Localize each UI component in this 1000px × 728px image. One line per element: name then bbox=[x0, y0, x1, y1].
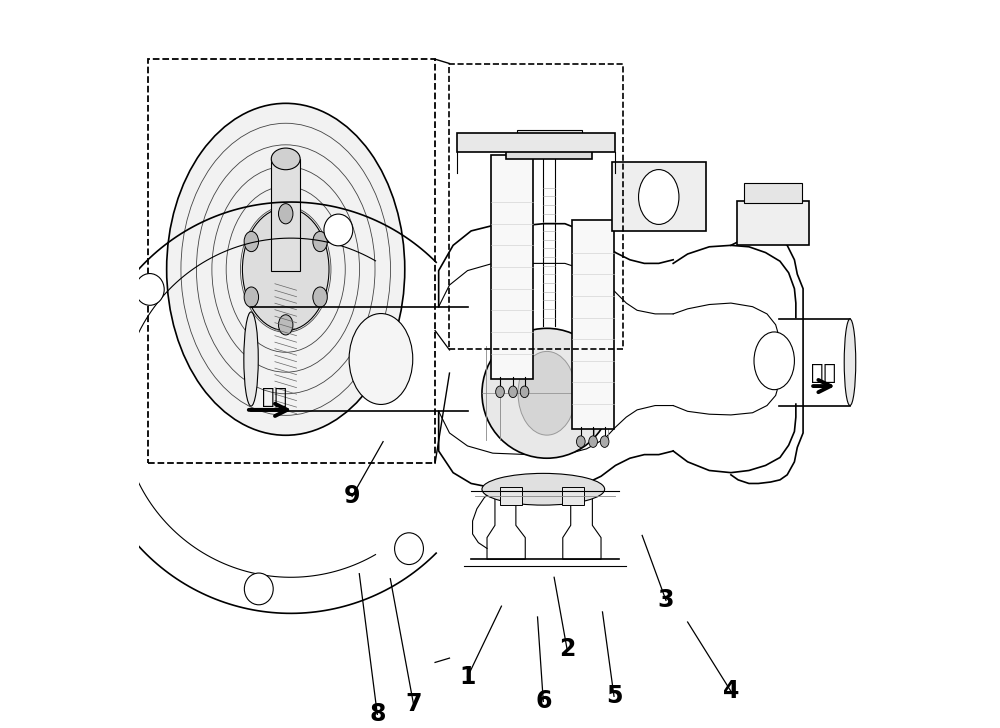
Ellipse shape bbox=[271, 148, 300, 170]
Bar bbox=[612, 162, 706, 231]
Text: 2: 2 bbox=[559, 638, 575, 662]
Ellipse shape bbox=[639, 170, 679, 224]
Ellipse shape bbox=[589, 436, 597, 448]
Ellipse shape bbox=[242, 208, 329, 331]
Text: 4: 4 bbox=[723, 679, 739, 703]
Ellipse shape bbox=[324, 214, 353, 246]
Text: 进口: 进口 bbox=[262, 387, 287, 407]
Text: 1: 1 bbox=[459, 665, 476, 689]
Ellipse shape bbox=[518, 352, 576, 435]
Ellipse shape bbox=[496, 386, 504, 397]
Bar bbox=[457, 133, 615, 151]
Bar bbox=[572, 220, 614, 430]
Ellipse shape bbox=[167, 103, 405, 435]
Ellipse shape bbox=[244, 232, 259, 252]
Text: 6: 6 bbox=[535, 689, 552, 713]
Ellipse shape bbox=[349, 314, 413, 405]
Ellipse shape bbox=[135, 274, 164, 305]
Bar bbox=[271, 159, 300, 271]
Ellipse shape bbox=[278, 204, 293, 223]
Text: 5: 5 bbox=[606, 684, 622, 708]
Bar bbox=[517, 130, 582, 148]
Ellipse shape bbox=[482, 328, 612, 458]
Bar bbox=[506, 144, 592, 159]
Ellipse shape bbox=[844, 319, 856, 405]
Ellipse shape bbox=[313, 232, 327, 252]
Ellipse shape bbox=[103, 455, 132, 486]
Bar bbox=[148, 59, 435, 463]
Bar bbox=[500, 487, 522, 505]
Ellipse shape bbox=[520, 386, 529, 397]
Ellipse shape bbox=[482, 473, 605, 505]
Bar bbox=[737, 201, 809, 245]
Ellipse shape bbox=[754, 332, 794, 389]
Bar bbox=[744, 183, 802, 204]
Ellipse shape bbox=[244, 287, 259, 307]
Ellipse shape bbox=[576, 436, 585, 448]
Text: 出口: 出口 bbox=[811, 363, 836, 383]
Ellipse shape bbox=[244, 312, 258, 406]
Ellipse shape bbox=[244, 573, 273, 605]
Bar bbox=[562, 487, 584, 505]
Ellipse shape bbox=[509, 386, 517, 397]
Text: 7: 7 bbox=[405, 692, 422, 716]
Text: 8: 8 bbox=[369, 703, 386, 727]
Ellipse shape bbox=[600, 436, 609, 448]
Ellipse shape bbox=[278, 314, 293, 335]
Ellipse shape bbox=[395, 533, 423, 564]
Bar bbox=[449, 63, 623, 349]
Bar bbox=[491, 155, 533, 379]
Ellipse shape bbox=[313, 287, 327, 307]
Text: 9: 9 bbox=[344, 484, 360, 508]
Text: 3: 3 bbox=[658, 588, 674, 612]
